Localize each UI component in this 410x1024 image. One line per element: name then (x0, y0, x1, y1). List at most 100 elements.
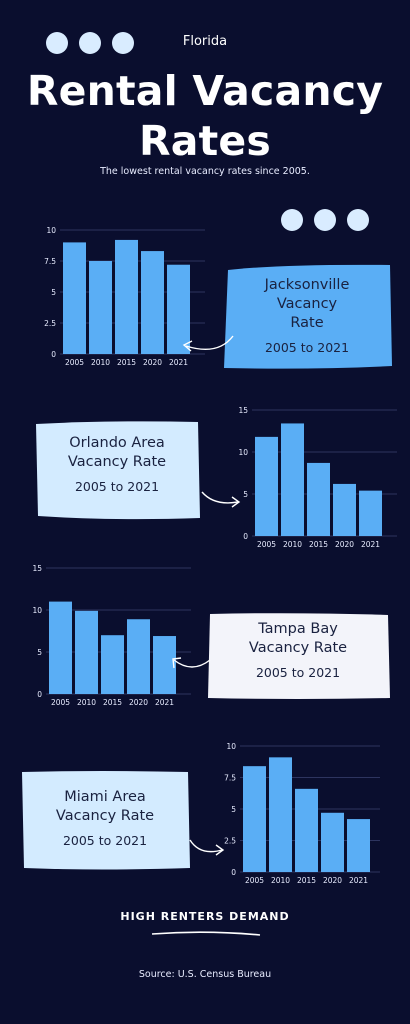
y-tick-label: 5 (37, 648, 42, 657)
y-tick-label: 2.5 (44, 319, 56, 328)
chart-miami: 0 2.5 5 7.5 10 2005 2010 2015 2020 2021 (224, 738, 384, 888)
card-orlando: Orlando Area Vacancy Rate 2005 to 2021 (34, 420, 200, 520)
decorative-dot (112, 32, 134, 54)
card-jacksonville-line2: Vacancy (276, 296, 338, 312)
y-tick-label: 7.5 (224, 774, 236, 783)
bar-2010 (75, 610, 98, 694)
y-tick-label: 5 (231, 805, 236, 814)
decorative-dot (46, 32, 68, 54)
x-tick-label: 2010 (271, 876, 290, 885)
bar-2010 (89, 261, 112, 354)
y-tick-label: 0 (37, 690, 42, 699)
card-tampa-line2: Vacancy Rate (248, 640, 348, 656)
x-tick-label: 2015 (297, 876, 316, 885)
x-tick-label: 2005 (257, 540, 276, 549)
bar-2020 (321, 812, 344, 872)
chart-tampa: 0 5 10 15 2005 2010 2015 2020 2021 (30, 560, 191, 710)
card-jacksonville-bg (224, 264, 392, 369)
card-miami-line1: Miami Area (64, 789, 146, 805)
card-miami-line2: Vacancy Rate (55, 808, 155, 824)
bar-2020 (127, 619, 150, 694)
card-jacksonville-line1: Jacksonville (264, 277, 350, 293)
bar-2020 (141, 251, 164, 354)
y-tick-label: 15 (32, 564, 42, 573)
decorative-dot (347, 209, 369, 231)
x-tick-label: 2020 (129, 698, 148, 707)
x-tick-label: 2020 (335, 540, 354, 549)
y-tick-label: 10 (46, 226, 56, 235)
y-tick-label: 15 (238, 406, 248, 415)
card-tampa-line1: Tampa Bay (258, 621, 338, 637)
x-tick-label: 2005 (245, 876, 264, 885)
card-orlando-bg (36, 421, 200, 520)
bar-2020 (333, 483, 356, 536)
chart-miami-svg: 0 2.5 5 7.5 10 2005 2010 2015 2020 2021 (224, 742, 380, 885)
y-tick-label: 0 (51, 350, 56, 359)
y-tick-label: 10 (238, 448, 248, 457)
x-tick-label: 2010 (91, 358, 110, 367)
card-orlando-line2: Vacancy Rate (67, 454, 167, 470)
y-tick-label: 0 (231, 868, 236, 877)
bar-2015 (115, 239, 138, 354)
x-tick-label: 2021 (155, 698, 174, 707)
arrow-icon (189, 839, 225, 856)
card-jacksonville-line3: Rate (290, 315, 324, 331)
card-miami-range: 2005 to 2021 (62, 833, 148, 848)
bar-2015 (101, 635, 124, 694)
bar-2010 (281, 423, 304, 536)
y-tick-label: 2.5 (224, 837, 236, 846)
chart-tampa-svg: 0 5 10 15 2005 2010 2015 2020 2021 (32, 564, 191, 707)
card-tampa-range: 2005 to 2021 (255, 665, 341, 680)
x-tick-label: 2020 (323, 876, 342, 885)
chart-orlando: 0 5 10 15 2005 2010 2015 2020 2021 (236, 400, 397, 550)
card-tampa-bg (208, 613, 390, 699)
x-tick-label: 2005 (51, 698, 70, 707)
bar-2010 (269, 757, 292, 872)
bar-2021 (153, 636, 176, 694)
x-tick-label: 2015 (103, 698, 122, 707)
card-jacksonville-range: 2005 to 2021 (264, 340, 350, 355)
card-miami: Miami Area Vacancy Rate 2005 to 2021 (20, 770, 190, 870)
y-tick-label: 5 (243, 490, 248, 499)
bar-2005 (255, 436, 278, 536)
arrow-icon (182, 335, 234, 352)
x-tick-label: 2021 (169, 358, 188, 367)
x-tick-label: 2015 (309, 540, 328, 549)
chart-jacksonville: 0 2.5 5 7.5 10 2005 2010 2015 2020 2021 (30, 222, 205, 372)
y-tick-label: 10 (226, 742, 236, 751)
y-tick-label: 5 (51, 288, 56, 297)
state-label: Florida (182, 34, 228, 49)
card-miami-bg (22, 771, 190, 870)
x-tick-label: 2020 (143, 358, 162, 367)
y-tick-label: 7.5 (44, 257, 56, 266)
x-tick-label: 2010 (77, 698, 96, 707)
x-tick-label: 2005 (65, 358, 84, 367)
page-subtitle: The lowest rental vacancy rates since 20… (100, 166, 310, 177)
bar-2015 (307, 462, 330, 536)
decorative-dot (281, 209, 303, 231)
card-tampa: Tampa Bay Vacancy Rate 2005 to 2021 (206, 612, 390, 700)
bar-2005 (49, 601, 72, 694)
card-orlando-range: 2005 to 2021 (74, 479, 160, 494)
bar-2005 (243, 766, 266, 872)
tagline: HIGH RENTERS DEMAND (120, 910, 290, 923)
x-tick-label: 2021 (361, 540, 380, 549)
chart-jacksonville-svg: 0 2.5 5 7.5 10 2005 2010 2015 2020 2021 (44, 226, 205, 367)
page-title: Rental Vacancy Rates (0, 66, 410, 166)
bar-2015 (295, 788, 318, 872)
arrow-icon (201, 491, 241, 508)
card-orlando-line1: Orlando Area (69, 435, 165, 451)
decorative-dot (79, 32, 101, 54)
x-tick-label: 2015 (117, 358, 136, 367)
bar-2021 (167, 264, 190, 354)
bar-2021 (359, 490, 382, 536)
source-note: Source: U.S. Census Bureau (138, 969, 272, 980)
decorative-dot (314, 209, 336, 231)
arrow-icon (172, 657, 211, 669)
title-line-1: Rental Vacancy (26, 67, 384, 115)
y-tick-label: 10 (32, 606, 42, 615)
tagline-underline (151, 931, 261, 936)
y-tick-label: 0 (243, 532, 248, 541)
x-tick-label: 2010 (283, 540, 302, 549)
chart-orlando-svg: 0 5 10 15 2005 2010 2015 2020 2021 (238, 406, 397, 549)
